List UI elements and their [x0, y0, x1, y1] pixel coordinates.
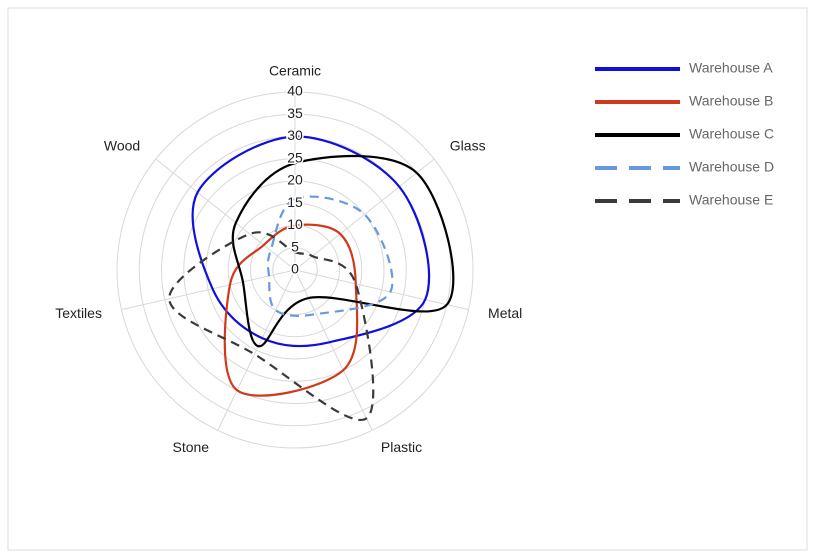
legend-label: Warehouse D — [689, 159, 774, 175]
r-tick-label: 10 — [287, 216, 303, 232]
series-line — [231, 154, 455, 348]
spoke — [294, 158, 435, 271]
r-tick-label: 5 — [291, 238, 299, 254]
series-line — [168, 231, 375, 422]
category-label: Ceramic — [269, 63, 321, 79]
category-label: Metal — [488, 305, 522, 321]
spoke — [121, 269, 296, 311]
series-line — [223, 223, 359, 397]
r-tick-label: 30 — [287, 127, 303, 143]
legend-label: Warehouse A — [689, 60, 773, 76]
r-tick-label: 25 — [287, 149, 303, 165]
series-line — [191, 135, 431, 348]
spoke — [217, 269, 296, 431]
legend-label: Warehouse C — [689, 126, 774, 142]
category-label: Wood — [104, 137, 140, 153]
r-tick-label: 20 — [287, 172, 303, 188]
spoke — [294, 269, 469, 311]
frame — [7, 7, 808, 551]
series-line — [266, 195, 394, 317]
r-tick-label: 0 — [291, 261, 299, 277]
category-label: Glass — [450, 137, 486, 153]
r-tick-label: 15 — [287, 194, 303, 210]
r-tick-label: 35 — [287, 105, 303, 121]
category-label: Textiles — [55, 305, 102, 321]
spoke — [155, 158, 296, 271]
legend-label: Warehouse E — [689, 192, 773, 208]
legend-label: Warehouse B — [689, 93, 773, 109]
category-label: Plastic — [381, 439, 422, 455]
category-label: Stone — [172, 439, 209, 455]
spoke — [294, 269, 373, 431]
r-tick-label: 40 — [287, 83, 303, 99]
